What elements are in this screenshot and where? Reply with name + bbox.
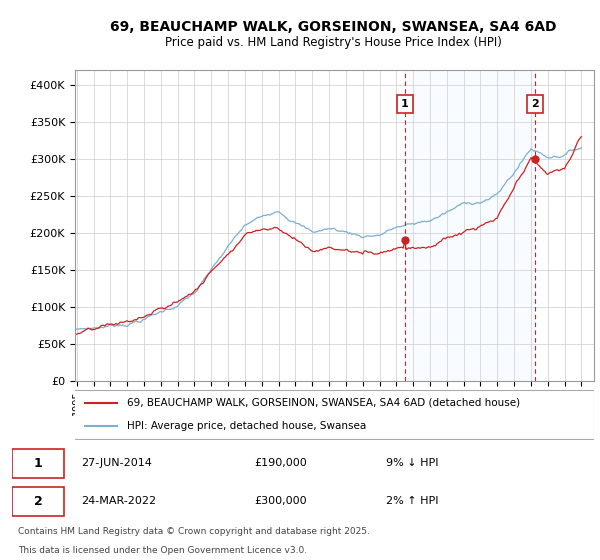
Text: 69, BEAUCHAMP WALK, GORSEINON, SWANSEA, SA4 6AD: 69, BEAUCHAMP WALK, GORSEINON, SWANSEA, … <box>110 20 556 34</box>
FancyBboxPatch shape <box>12 449 64 478</box>
Text: Price paid vs. HM Land Registry's House Price Index (HPI): Price paid vs. HM Land Registry's House … <box>164 36 502 49</box>
Text: £300,000: £300,000 <box>254 496 307 506</box>
Text: 2% ↑ HPI: 2% ↑ HPI <box>386 496 439 506</box>
Text: £190,000: £190,000 <box>254 458 307 468</box>
Text: 1: 1 <box>401 99 409 109</box>
Bar <box>405 70 535 381</box>
Text: This data is licensed under the Open Government Licence v3.0.: This data is licensed under the Open Gov… <box>18 547 307 556</box>
Text: 9% ↓ HPI: 9% ↓ HPI <box>386 458 439 468</box>
Text: 2: 2 <box>531 99 539 109</box>
Text: HPI: Average price, detached house, Swansea: HPI: Average price, detached house, Swan… <box>127 421 366 431</box>
Text: 1: 1 <box>34 457 42 470</box>
FancyBboxPatch shape <box>70 390 594 439</box>
Text: Contains HM Land Registry data © Crown copyright and database right 2025.: Contains HM Land Registry data © Crown c… <box>18 526 370 536</box>
Text: 27-JUN-2014: 27-JUN-2014 <box>81 458 152 468</box>
Text: 2: 2 <box>34 494 42 508</box>
Text: 24-MAR-2022: 24-MAR-2022 <box>81 496 156 506</box>
Text: 69, BEAUCHAMP WALK, GORSEINON, SWANSEA, SA4 6AD (detached house): 69, BEAUCHAMP WALK, GORSEINON, SWANSEA, … <box>127 398 520 408</box>
FancyBboxPatch shape <box>12 487 64 516</box>
